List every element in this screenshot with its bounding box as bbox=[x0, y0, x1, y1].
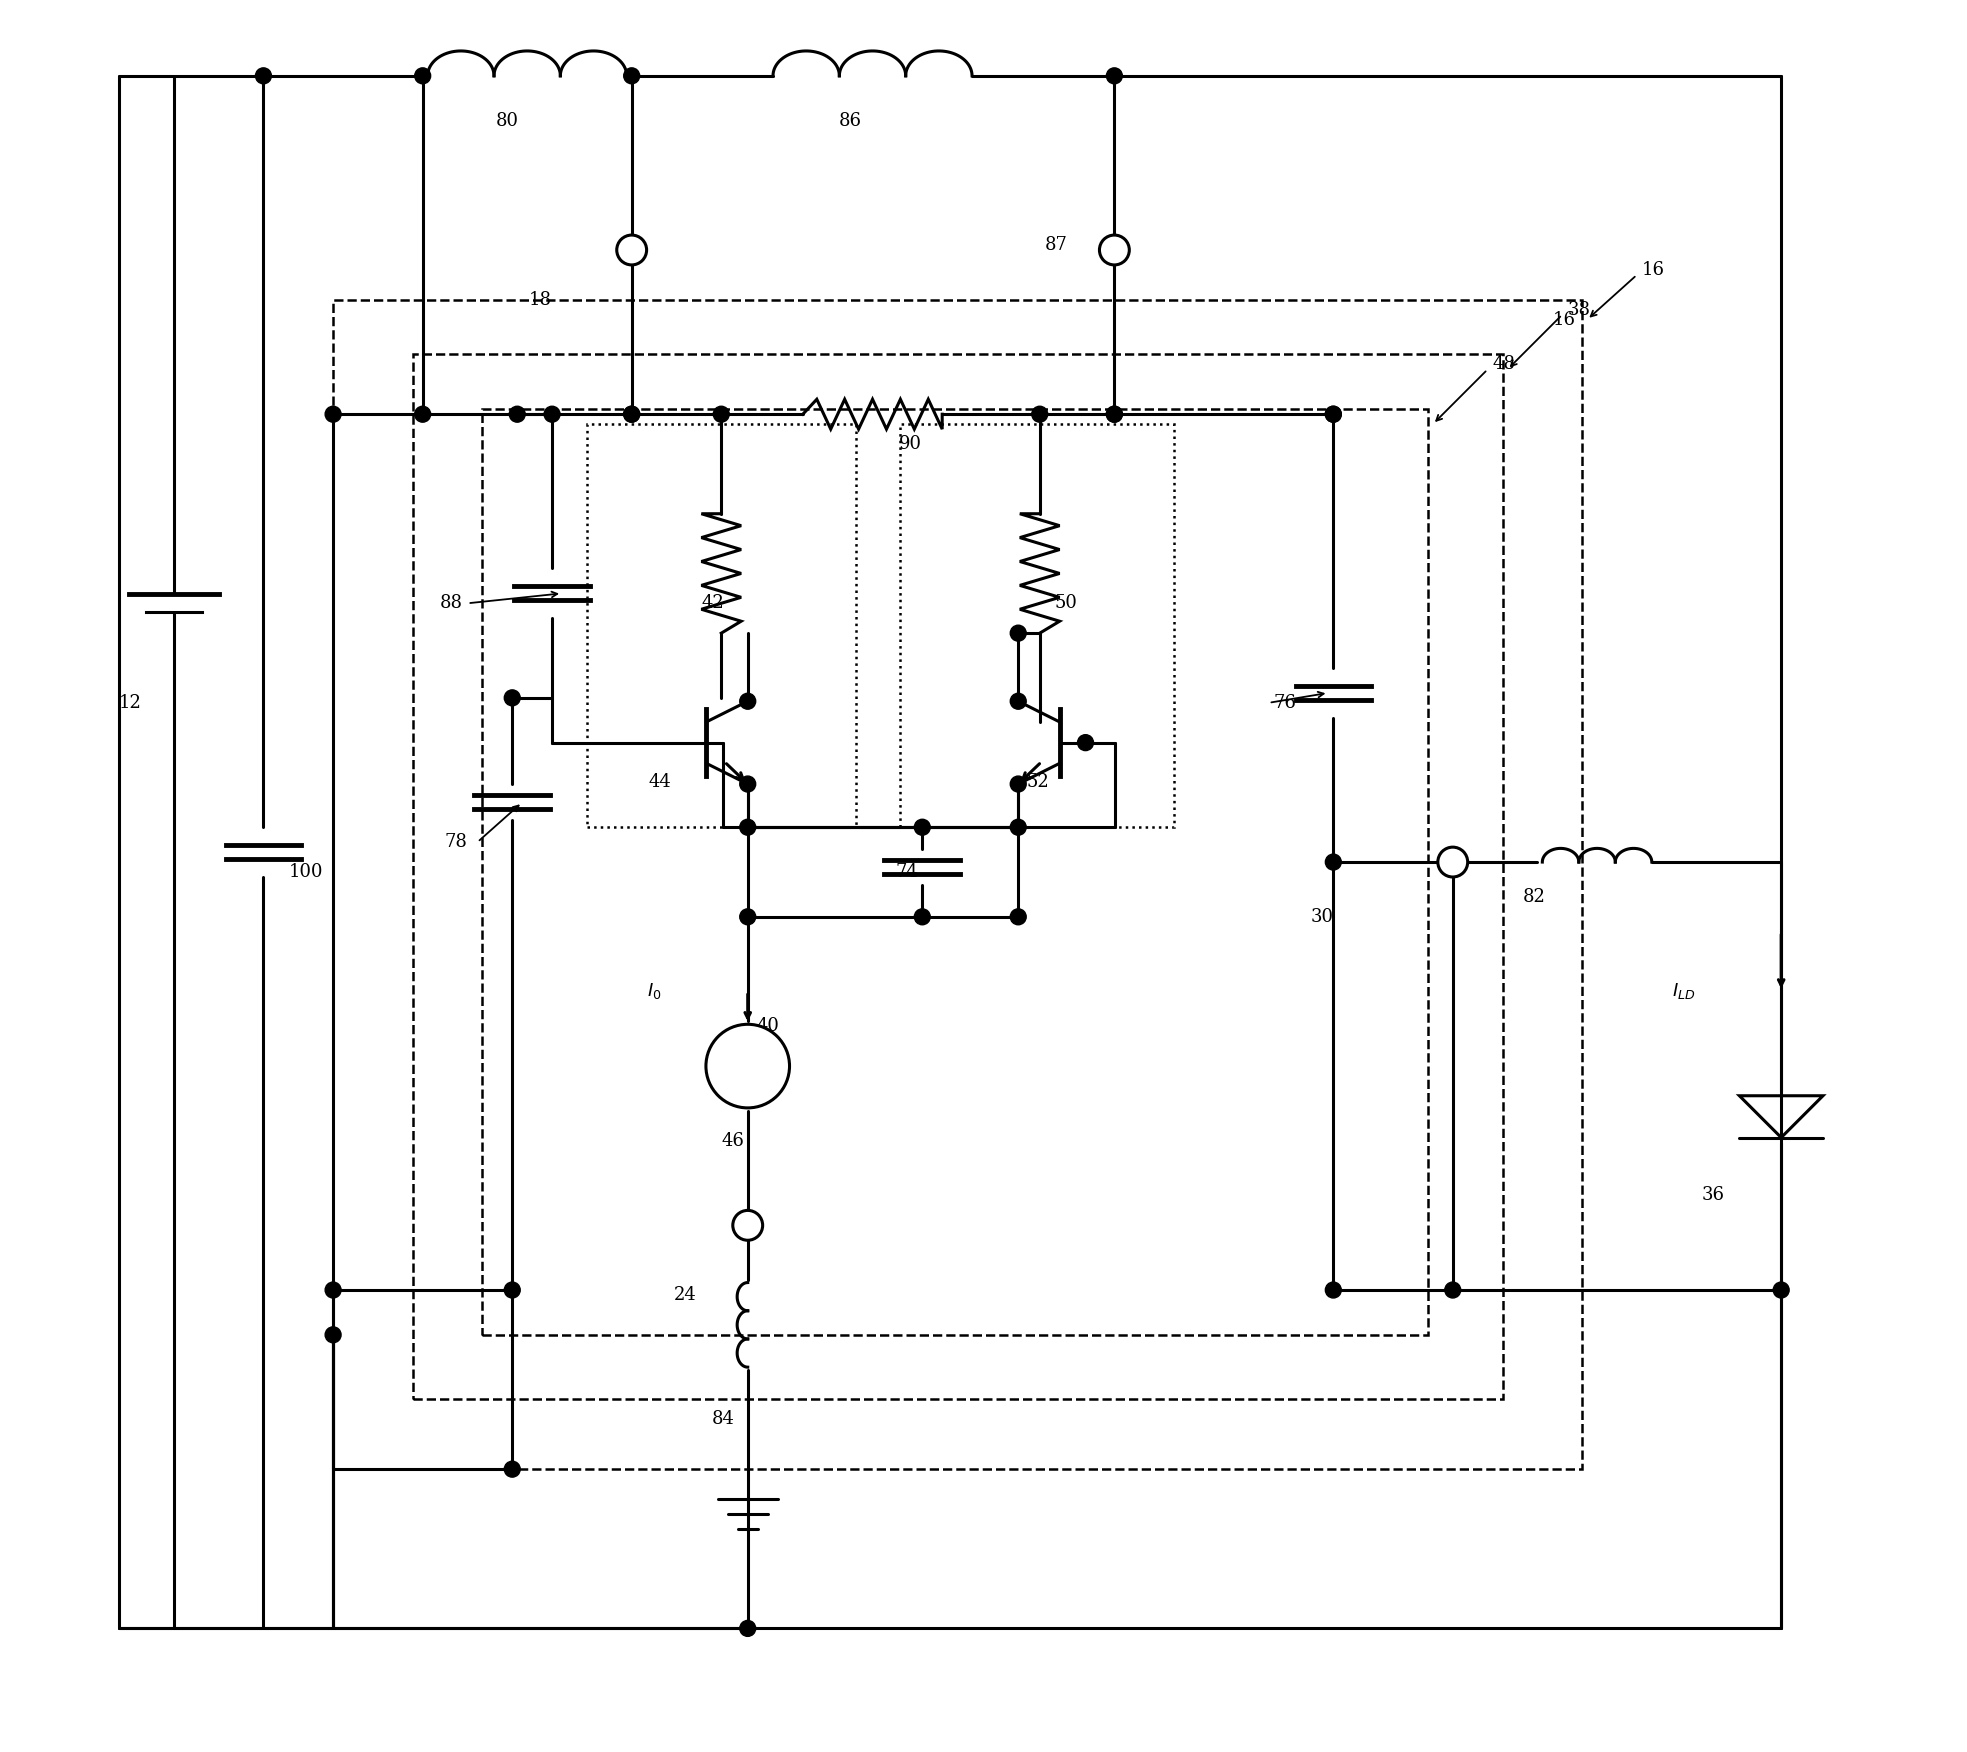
Circle shape bbox=[256, 68, 271, 84]
Circle shape bbox=[734, 1211, 763, 1240]
Circle shape bbox=[915, 909, 930, 925]
Text: 82: 82 bbox=[1522, 888, 1546, 906]
Text: 40: 40 bbox=[755, 1018, 779, 1035]
Circle shape bbox=[624, 68, 639, 84]
Circle shape bbox=[545, 406, 561, 422]
Text: 16: 16 bbox=[1642, 261, 1664, 279]
Circle shape bbox=[1326, 1282, 1341, 1298]
Circle shape bbox=[415, 406, 431, 422]
Circle shape bbox=[1011, 694, 1027, 710]
Text: 80: 80 bbox=[496, 112, 519, 130]
Circle shape bbox=[1100, 235, 1129, 265]
Circle shape bbox=[624, 406, 639, 422]
Text: $I_{LD}$: $I_{LD}$ bbox=[1672, 981, 1696, 1002]
Text: 84: 84 bbox=[712, 1410, 734, 1428]
Circle shape bbox=[1772, 1282, 1790, 1298]
Circle shape bbox=[325, 1326, 340, 1342]
Text: 46: 46 bbox=[722, 1132, 744, 1149]
Circle shape bbox=[1011, 776, 1027, 792]
Circle shape bbox=[504, 690, 519, 706]
Text: 30: 30 bbox=[1310, 908, 1334, 925]
Circle shape bbox=[740, 694, 755, 710]
Text: 88: 88 bbox=[439, 594, 462, 611]
Circle shape bbox=[1446, 1282, 1461, 1298]
Circle shape bbox=[1438, 848, 1467, 878]
Circle shape bbox=[1011, 625, 1027, 641]
Circle shape bbox=[1078, 734, 1094, 750]
Circle shape bbox=[504, 1282, 519, 1298]
Text: 100: 100 bbox=[289, 864, 323, 881]
Text: 24: 24 bbox=[673, 1286, 696, 1303]
Circle shape bbox=[1011, 820, 1027, 836]
Text: $I_0$: $I_0$ bbox=[647, 981, 661, 1002]
Circle shape bbox=[1105, 68, 1123, 84]
Circle shape bbox=[325, 406, 340, 422]
Text: 86: 86 bbox=[840, 112, 862, 130]
Circle shape bbox=[618, 235, 647, 265]
Circle shape bbox=[740, 820, 755, 836]
Circle shape bbox=[1326, 855, 1341, 871]
Circle shape bbox=[1326, 406, 1341, 422]
Circle shape bbox=[740, 776, 755, 792]
Circle shape bbox=[415, 68, 431, 84]
Circle shape bbox=[504, 1461, 519, 1477]
Text: 87: 87 bbox=[1044, 237, 1068, 254]
Circle shape bbox=[706, 1025, 789, 1107]
Circle shape bbox=[624, 406, 639, 422]
Circle shape bbox=[1326, 406, 1341, 422]
Circle shape bbox=[740, 909, 755, 925]
Circle shape bbox=[509, 406, 525, 422]
Text: 48: 48 bbox=[1493, 356, 1515, 373]
Circle shape bbox=[714, 406, 730, 422]
Circle shape bbox=[915, 820, 930, 836]
Text: 52: 52 bbox=[1027, 773, 1050, 792]
Text: 44: 44 bbox=[649, 773, 671, 792]
Text: 50: 50 bbox=[1054, 594, 1078, 611]
Text: 90: 90 bbox=[899, 434, 923, 454]
Circle shape bbox=[325, 1282, 340, 1298]
Circle shape bbox=[1011, 909, 1027, 925]
Text: 78: 78 bbox=[445, 834, 468, 851]
Text: 36: 36 bbox=[1701, 1186, 1725, 1204]
Circle shape bbox=[1033, 406, 1048, 422]
Text: 38: 38 bbox=[1568, 301, 1589, 319]
Text: 18: 18 bbox=[529, 291, 553, 308]
Text: 12: 12 bbox=[120, 694, 142, 711]
Circle shape bbox=[1105, 406, 1123, 422]
Text: 16: 16 bbox=[1552, 310, 1576, 329]
Text: 42: 42 bbox=[702, 594, 724, 611]
Text: 76: 76 bbox=[1273, 694, 1296, 711]
Text: 74: 74 bbox=[895, 864, 919, 881]
Circle shape bbox=[1105, 406, 1123, 422]
Circle shape bbox=[740, 1621, 755, 1636]
